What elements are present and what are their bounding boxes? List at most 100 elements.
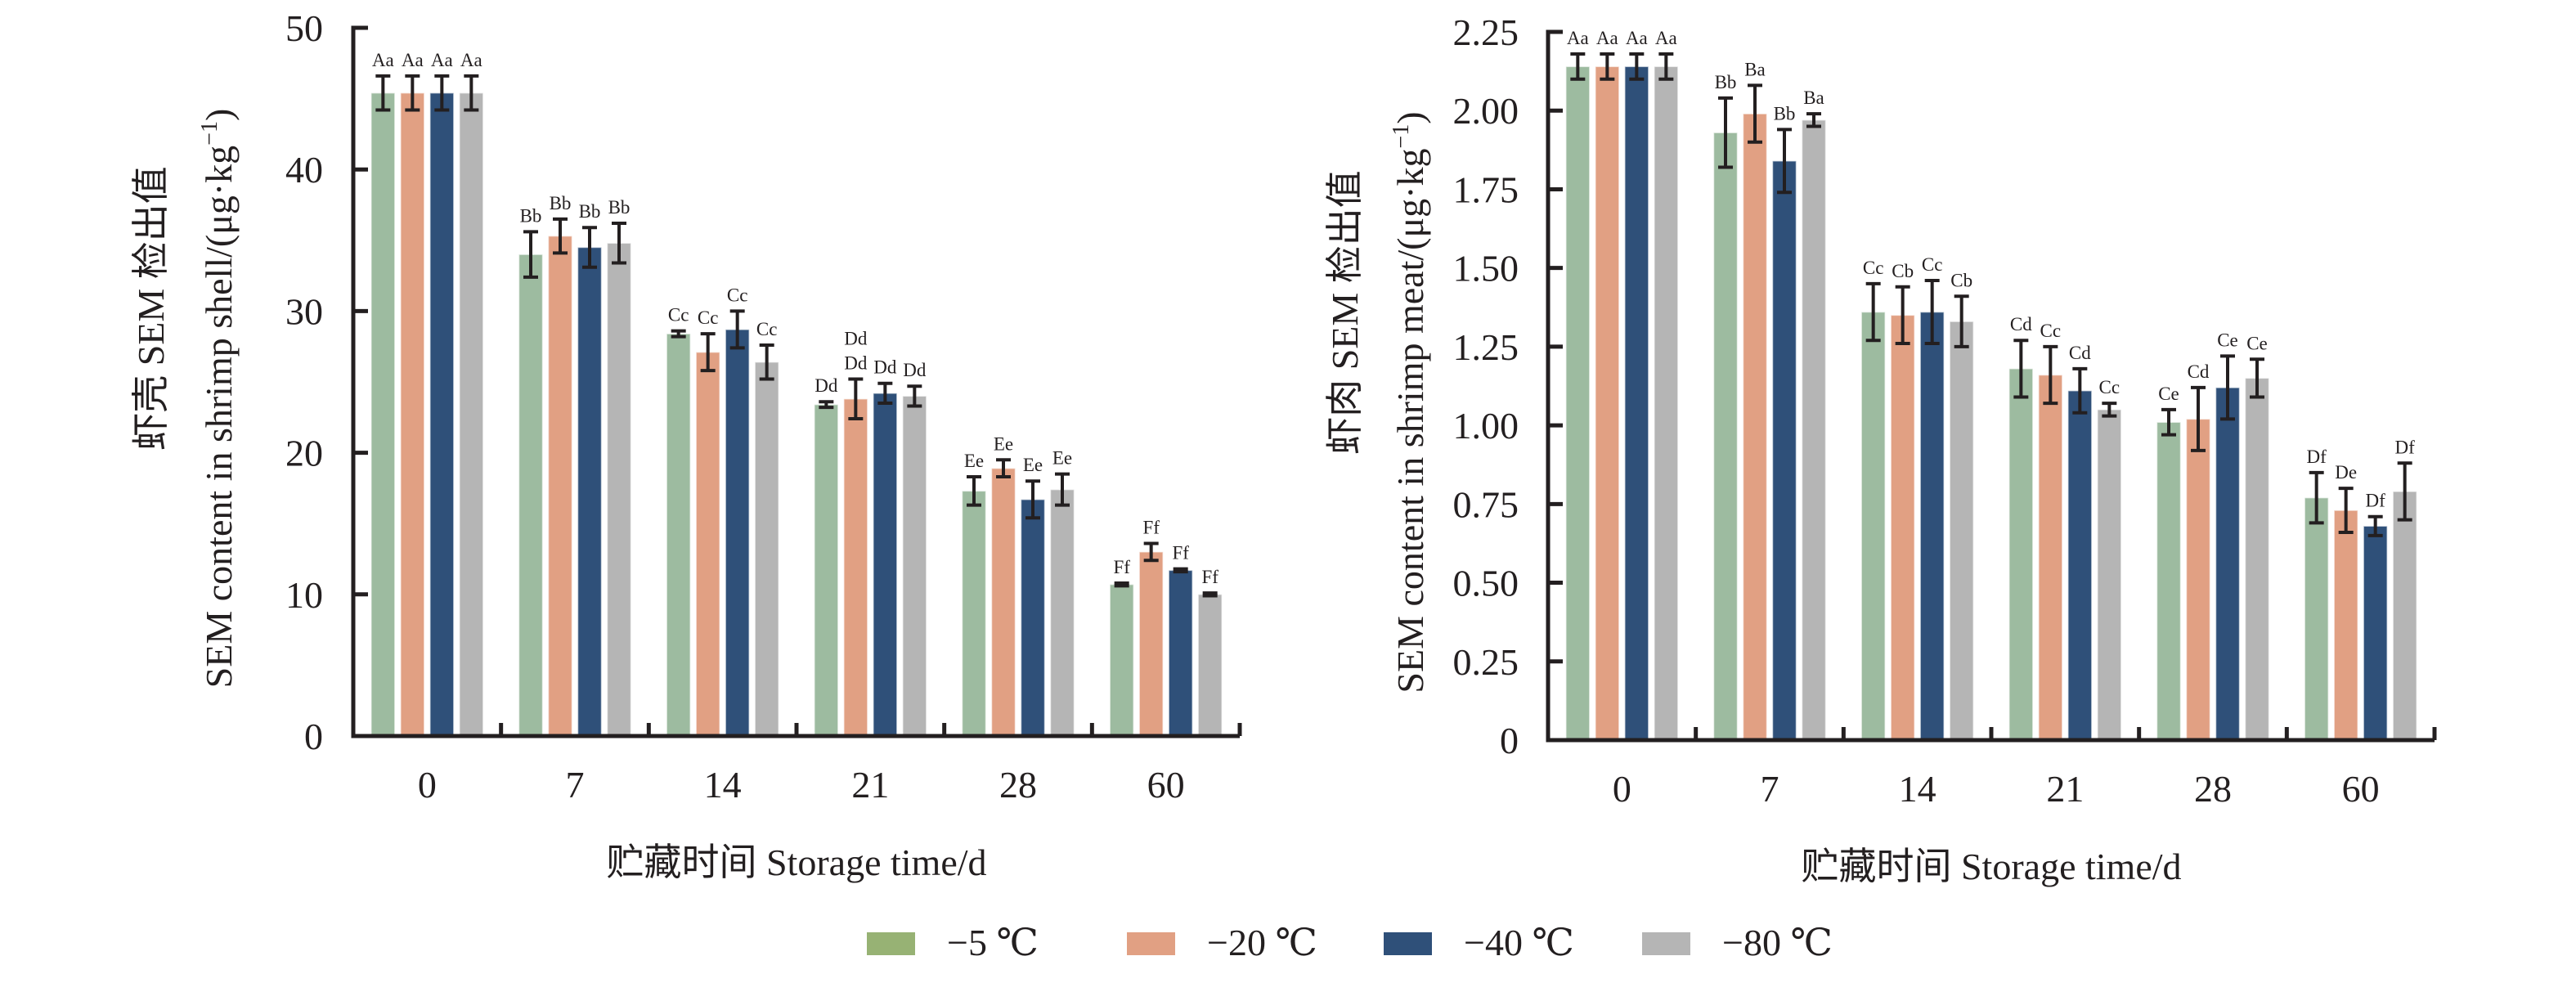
y-axis-title-superscript: −1 [1389, 124, 1414, 149]
significance-label: Ff [1201, 567, 1218, 587]
legend-swatch [1384, 932, 1432, 955]
y-axis-title-close: ) [1389, 111, 1431, 123]
significance-label: Ff [1113, 557, 1130, 577]
error-bar [1629, 52, 1645, 81]
error-bar [434, 74, 450, 112]
x-tick-label: 14 [1899, 768, 1936, 810]
y-axis-title-en: SEM content in shrimp shell/(μg·kg−1) [197, 109, 240, 689]
bar [370, 92, 396, 737]
significance-label: Aa [372, 50, 394, 70]
bar [1860, 311, 1886, 741]
y-axis-title-cn: 虾肉 SEM 检出值 [1324, 170, 1366, 455]
significance-label: Cb [1892, 261, 1914, 281]
x-tick-label: 7 [566, 764, 585, 806]
x-tick-label: 14 [704, 764, 742, 806]
bar [2097, 409, 2122, 741]
bar [1595, 65, 1620, 741]
legend-label: −80 ℃ [1722, 922, 1833, 963]
legend-label: −20 ℃ [1207, 922, 1317, 963]
x-tick-label: 21 [851, 764, 889, 806]
bar [2363, 525, 2388, 741]
y-tick-label: 2.25 [1453, 11, 1519, 53]
y-tick-label: 2.00 [1453, 90, 1519, 132]
bar [2038, 374, 2063, 741]
x-tick-label: 0 [418, 764, 437, 806]
significance-label: Bb [1715, 72, 1737, 92]
error-bar [1143, 541, 1159, 563]
y-tick-label: 0.50 [1453, 563, 1519, 604]
significance-label: Ff [1172, 543, 1189, 563]
y-tick-label: 20 [285, 433, 323, 474]
y-tick-label: 0.25 [1453, 641, 1519, 683]
shell-chart: Aa Bb Cc Dd Ee Ff Aa Bb Cc Dd Ee Ff Aa Bb Cc Dd Ee Ff Aa Bb… [130, 7, 1242, 883]
significance-label: Dd [844, 329, 868, 349]
significance-label: Aa [1655, 28, 1677, 48]
significance-label: Dd [903, 360, 927, 380]
error-bar [1718, 96, 1733, 169]
error-bar [700, 332, 716, 373]
significance-label: Cc [668, 305, 689, 325]
legend-swatch [867, 932, 915, 955]
bar [1742, 113, 1768, 741]
significance-label: Cc [2099, 377, 2120, 397]
significance-label: Df [2307, 447, 2327, 467]
bar [725, 329, 750, 737]
bar [873, 393, 898, 737]
error-bar [523, 230, 538, 279]
x-tick-label: 0 [1613, 768, 1631, 810]
error-bar [1025, 479, 1040, 520]
bar [1168, 569, 1193, 737]
bar [2215, 387, 2241, 741]
x-axis-title: 贮藏时间 Storage time/d [606, 842, 986, 883]
bar [2333, 509, 2358, 741]
error-bar [375, 74, 391, 112]
x-tick-label: 28 [2194, 768, 2232, 810]
legend-label: −40 ℃ [1464, 922, 1574, 963]
meat-chart: Aa Bb Cc Cd Ce Df Aa Ba Cb Cc Cd De Aa Bb Cc Cd Ce Df Aa Ba… [1324, 11, 2437, 887]
significance-label: Dd [815, 375, 838, 396]
bar [577, 246, 603, 737]
legend-swatch [1642, 932, 1690, 955]
error-bar [1895, 285, 1910, 346]
significance-label: Ce [2158, 384, 2179, 404]
y-tick-label: 10 [285, 574, 323, 616]
bar [2067, 390, 2093, 741]
significance-label: Ba [1744, 59, 1766, 79]
error-bar [1806, 112, 1821, 128]
legend: −5 ℃ −20 ℃ −40 ℃ −80 ℃ [867, 922, 1833, 963]
significance-label: Cc [1863, 258, 1884, 278]
error-bar [1114, 581, 1129, 588]
significance-label: De [2335, 462, 2357, 483]
significance-label: Cc [756, 319, 778, 339]
x-tick-label: 28 [999, 764, 1037, 806]
significance-label: Ee [994, 433, 1013, 454]
y-tick-label: 30 [285, 290, 323, 332]
y-tick-label: 0 [1500, 720, 1519, 761]
error-bar [1570, 52, 1586, 81]
significance-label: Bb [579, 201, 601, 222]
bar [606, 242, 632, 737]
bar [814, 403, 839, 737]
error-bar [1658, 52, 1674, 81]
error-bar [2102, 402, 2117, 418]
y-axis-title-en: SEM content in shrimp meat/(μg·kg−1) [1389, 111, 1431, 693]
error-bar [2072, 366, 2088, 415]
significance-label: Aa [431, 50, 453, 70]
error-bar [405, 74, 420, 112]
bar [1197, 594, 1223, 737]
legend-swatch [1127, 932, 1175, 955]
bar [1565, 65, 1591, 741]
error-bar [2250, 357, 2264, 399]
significance-label: Cd [2010, 314, 2032, 334]
error-bar [1865, 281, 1881, 343]
error-bar [819, 400, 834, 410]
error-bar [2338, 487, 2354, 534]
significance-label: Cc [2040, 321, 2062, 341]
x-axis-title: 贮藏时间 Storage time/d [1801, 846, 2181, 887]
bar [902, 395, 927, 737]
significance-label: Ff [1142, 517, 1160, 537]
error-bar [1202, 591, 1218, 598]
significance-label: Bb [1774, 103, 1796, 123]
significance-label: Cb [1950, 270, 1972, 290]
